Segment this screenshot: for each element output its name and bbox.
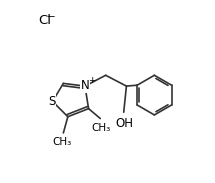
Text: S: S <box>48 95 55 108</box>
Text: N: N <box>81 79 89 92</box>
Text: +: + <box>88 76 96 85</box>
Text: OH: OH <box>116 117 134 130</box>
Text: CH₃: CH₃ <box>92 123 111 133</box>
Text: CH₃: CH₃ <box>53 137 72 147</box>
Text: −: − <box>47 12 56 22</box>
Text: Cl: Cl <box>38 14 51 27</box>
